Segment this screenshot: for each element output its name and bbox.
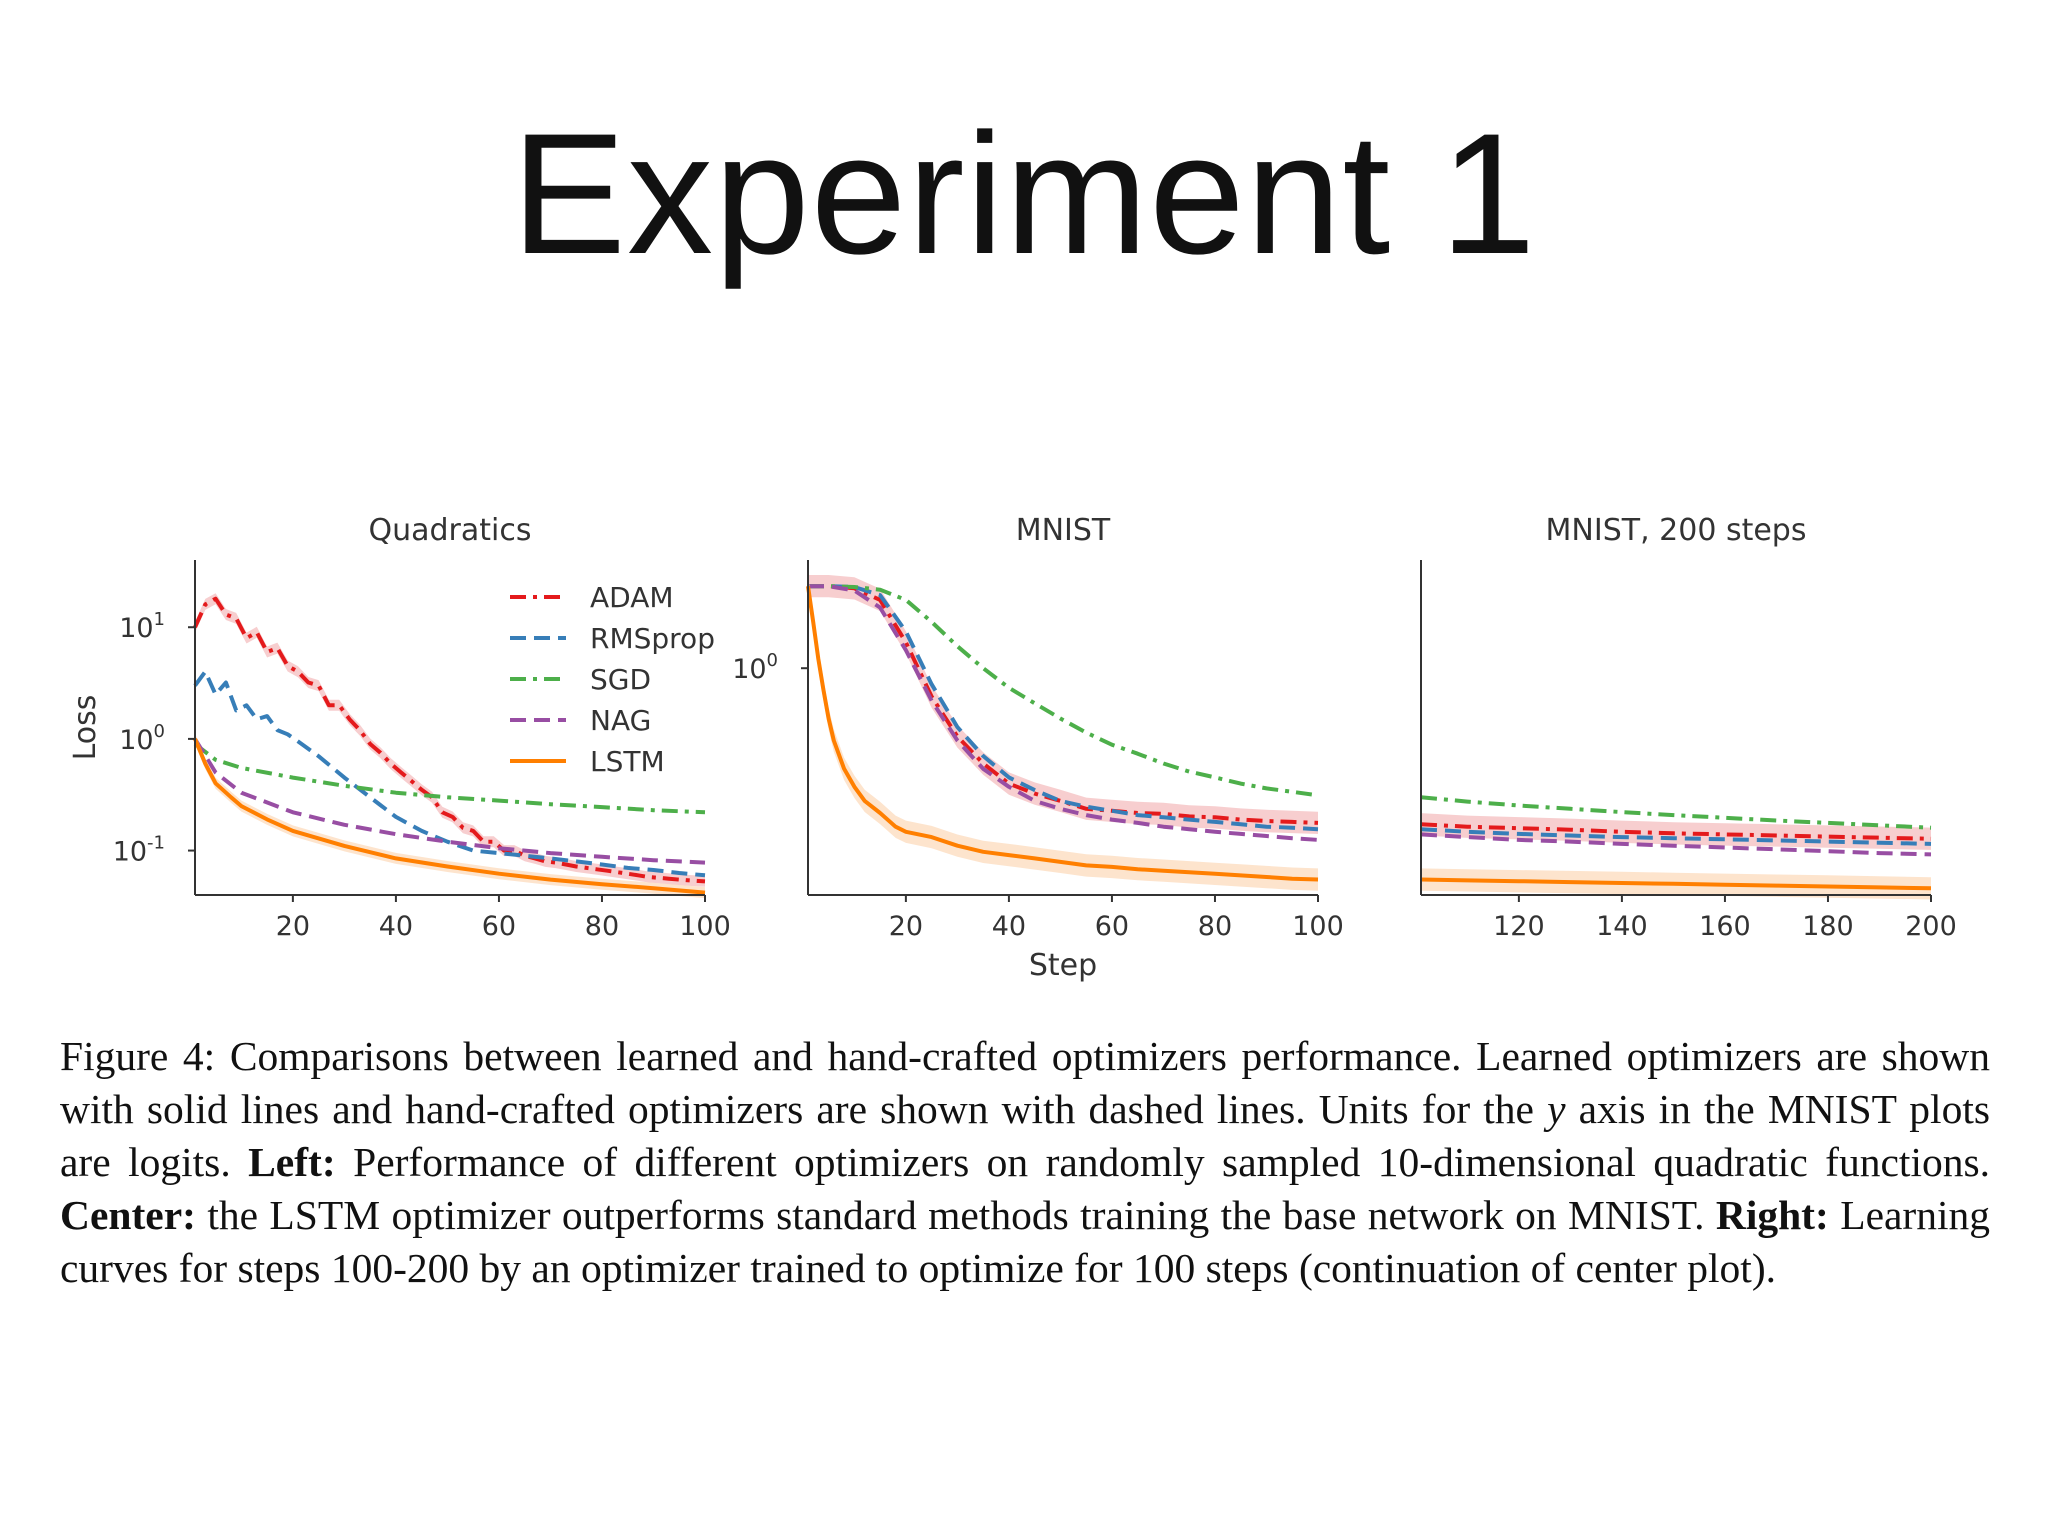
panel-mnist: MNIST 20 40 60 80 100 100 Step bbox=[732, 513, 1344, 983]
caption-left-label: Left: bbox=[248, 1139, 336, 1185]
panel-mnist-200-steps: MNIST, 200 steps 120 140 160 180 200 bbox=[1420, 513, 1957, 942]
caption-center-text: the LSTM optimizer outperforms standard … bbox=[207, 1192, 1705, 1238]
x-tick-label: 60 bbox=[482, 911, 516, 942]
caption-figure-label: Figure 4: bbox=[60, 1033, 216, 1079]
legend-label-nag: NAG bbox=[590, 704, 651, 737]
caption-y-variable: y bbox=[1547, 1086, 1566, 1132]
slide-title: Experiment 1 bbox=[511, 98, 1537, 290]
band-adam bbox=[1421, 813, 1931, 850]
figure: Quadratics 20 40 60 80 100 101 100 10-1 Loss ADAM R… bbox=[68, 513, 1957, 983]
series-line-adam bbox=[1420, 822, 1932, 841]
y-tick-label: 100 bbox=[119, 721, 165, 756]
y-tick-label: 101 bbox=[119, 609, 165, 644]
series-line-sgd bbox=[808, 584, 1319, 798]
chart-title: Quadratics bbox=[369, 513, 532, 548]
legend-label-lstm: LSTM bbox=[590, 745, 665, 778]
chart-title: MNIST bbox=[1016, 513, 1111, 548]
legend-label-rmsprop: RMSprop bbox=[590, 622, 715, 655]
series-line-rmsprop bbox=[808, 584, 1319, 832]
series-line-nag bbox=[1420, 832, 1932, 857]
x-tick-label: 60 bbox=[1095, 911, 1129, 942]
caption-center-label: Center: bbox=[60, 1192, 196, 1238]
x-tick-label: 40 bbox=[379, 911, 413, 942]
series-line-adam bbox=[808, 584, 1319, 825]
series-line-nag bbox=[808, 584, 1319, 842]
y-tick-label: 10-1 bbox=[113, 833, 165, 868]
band-lstm bbox=[808, 575, 1318, 891]
x-tick-label: 20 bbox=[889, 911, 923, 942]
legend: ADAM RMSprop SGD NAG LSTM bbox=[510, 581, 715, 778]
figure-caption: Figure 4: Comparisons between learned an… bbox=[60, 1030, 1990, 1295]
x-tick-label: 200 bbox=[1905, 911, 1957, 942]
y-axis-label: Loss bbox=[68, 695, 103, 761]
band-adam bbox=[808, 575, 1318, 834]
series-line-rmsprop bbox=[1420, 827, 1932, 846]
x-tick-label: 100 bbox=[679, 911, 731, 942]
x-tick-label: 160 bbox=[1699, 911, 1751, 942]
y-tick-label: 100 bbox=[732, 650, 778, 685]
x-tick-label: 80 bbox=[585, 911, 619, 942]
x-axis-label: Step bbox=[1029, 948, 1097, 983]
caption-sentence-2: axis in the MNIST plots are logits. bbox=[60, 1086, 1991, 1185]
x-tick-label: 80 bbox=[1198, 911, 1232, 942]
caption-left-text: Performance of different optimizers on r… bbox=[353, 1139, 1990, 1185]
caption-right-text: Learning curves for steps 100-200 by an … bbox=[60, 1192, 1991, 1291]
x-tick-label: 180 bbox=[1802, 911, 1854, 942]
panel-quadratics: Quadratics 20 40 60 80 100 101 100 10-1 Loss ADAM R… bbox=[68, 513, 731, 942]
chart-title: MNIST, 200 steps bbox=[1546, 513, 1807, 548]
x-tick-label: 140 bbox=[1596, 911, 1648, 942]
x-tick-label: 20 bbox=[276, 911, 310, 942]
series-line-lstm bbox=[806, 585, 1319, 882]
series-line-lstm bbox=[1420, 877, 1932, 891]
series-line-adam bbox=[193, 596, 706, 884]
series-line-sgd bbox=[193, 742, 706, 815]
x-tick-label: 40 bbox=[992, 911, 1026, 942]
series-line-lstm bbox=[193, 738, 706, 895]
series-line-sgd bbox=[1420, 795, 1932, 830]
legend-label-adam: ADAM bbox=[590, 581, 674, 614]
legend-label-sgd: SGD bbox=[590, 663, 651, 696]
x-tick-label: 100 bbox=[1292, 911, 1344, 942]
caption-right-label: Right: bbox=[1715, 1192, 1829, 1238]
x-tick-label: 120 bbox=[1493, 911, 1545, 942]
caption-sentence-1: Comparisons between learned and hand-cra… bbox=[60, 1033, 1990, 1132]
